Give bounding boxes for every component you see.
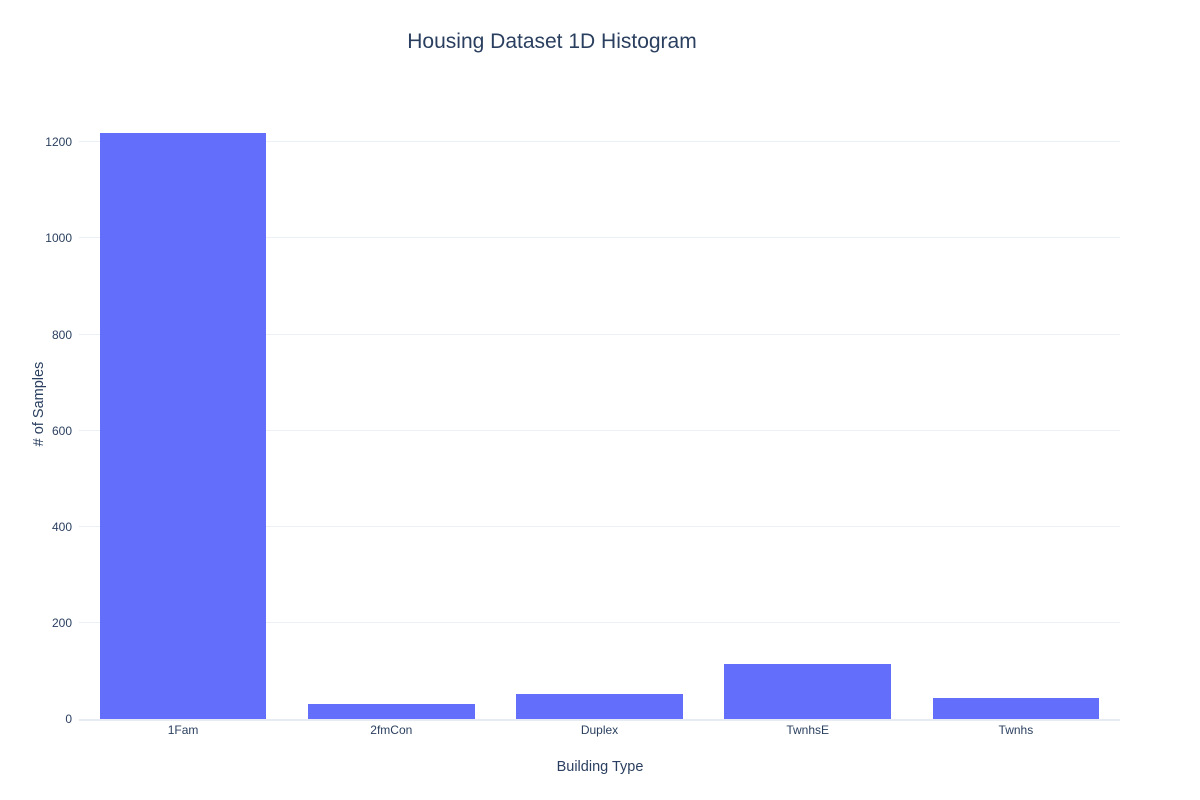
y-tick-label: 600 xyxy=(51,423,72,438)
y-tick-label: 800 xyxy=(51,327,72,342)
plot-area[interactable] xyxy=(79,102,1120,721)
gridline xyxy=(79,333,1120,335)
bar-2fmcon[interactable] xyxy=(308,704,475,719)
x-tick-label: Twnhs xyxy=(998,723,1034,737)
y-tick-label: 0 xyxy=(65,712,72,726)
y-tick-label: 200 xyxy=(51,615,72,630)
gridline xyxy=(79,621,1120,623)
x-tick-label: Duplex xyxy=(580,723,619,737)
x-axis-title: Building Type xyxy=(556,759,644,775)
y-tick-label: 400 xyxy=(51,519,72,534)
gridline xyxy=(79,237,1120,239)
bar-twnhs[interactable] xyxy=(932,698,1100,719)
gridline xyxy=(79,525,1120,527)
bar-duplex[interactable] xyxy=(516,694,683,719)
x-tick-label: 1Fam xyxy=(167,723,199,737)
bar-1fam[interactable] xyxy=(99,132,267,719)
chart-title: Housing Dataset 1D Histogram xyxy=(407,30,697,53)
bar-twnhse[interactable] xyxy=(724,664,891,719)
x-axis-zeroline xyxy=(79,719,1120,721)
x-tick-label: TwnhsE xyxy=(786,723,830,737)
gridline xyxy=(79,141,1120,143)
gridline xyxy=(79,429,1120,431)
x-tick-label: 2fmCon xyxy=(370,723,413,737)
y-tick-label: 1000 xyxy=(45,231,72,246)
y-axis-title: # of Samples xyxy=(31,361,47,447)
y-tick-label: 1200 xyxy=(45,135,72,150)
